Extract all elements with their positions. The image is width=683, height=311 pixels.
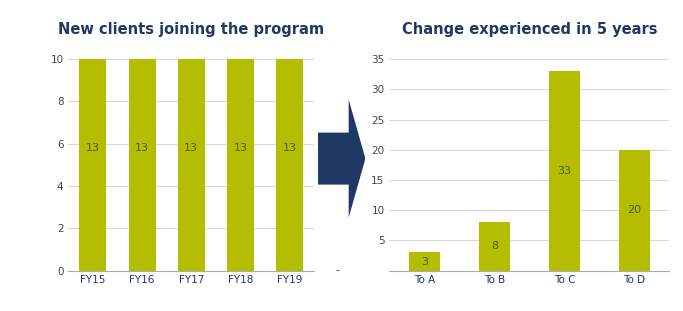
- Text: New clients joining the program: New clients joining the program: [58, 22, 324, 37]
- Text: -: -: [335, 266, 339, 276]
- Bar: [548, 71, 580, 271]
- Bar: [479, 222, 510, 271]
- Text: 13: 13: [86, 143, 100, 153]
- Bar: [619, 150, 650, 271]
- Text: 13: 13: [135, 143, 149, 153]
- Text: 3: 3: [421, 257, 428, 267]
- Text: 13: 13: [234, 143, 247, 153]
- Bar: [227, 59, 254, 271]
- Bar: [178, 59, 205, 271]
- Text: 8: 8: [491, 241, 498, 251]
- Text: 13: 13: [283, 143, 296, 153]
- Bar: [128, 59, 156, 271]
- Text: 13: 13: [184, 143, 198, 153]
- Text: Change experienced in 5 years: Change experienced in 5 years: [402, 22, 657, 37]
- Text: 5 year forecast: 5 year forecast: [8, 114, 18, 197]
- Bar: [79, 59, 107, 271]
- Polygon shape: [318, 100, 365, 218]
- Bar: [276, 59, 303, 271]
- Text: 20: 20: [627, 205, 641, 215]
- Text: 33: 33: [557, 166, 571, 176]
- Bar: [408, 253, 440, 271]
